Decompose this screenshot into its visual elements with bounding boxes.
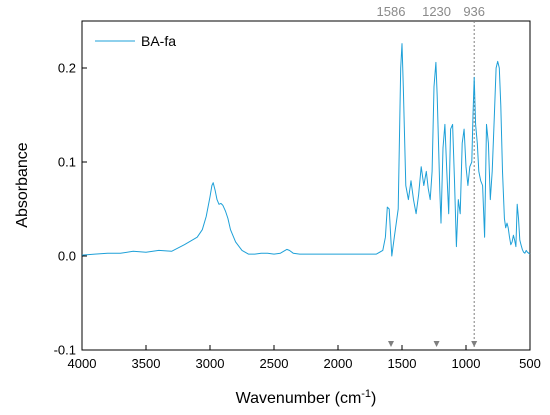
x-tick-label: 4000 (68, 356, 97, 371)
y-axis: -0.1 0.0 0.1 0.2 (54, 61, 87, 358)
series-line-ba-fa (81, 43, 531, 257)
y-tick-label: 0.0 (58, 249, 76, 264)
y-tick-label: 0.1 (58, 155, 76, 170)
y-tick-label: 0.2 (58, 61, 76, 76)
annotation-marker (471, 341, 478, 347)
peak-annotations: 1586 1230 936 (377, 4, 485, 350)
plot-frame (81, 20, 531, 351)
annotation-label: 1586 (377, 4, 406, 19)
x-tick-label: 1000 (452, 356, 481, 371)
x-tick-label: 3000 (196, 356, 225, 371)
x-tick-label: 1500 (388, 356, 417, 371)
legend-label: BA-fa (141, 33, 176, 49)
y-tick-label: -0.1 (54, 343, 76, 358)
x-axis: 4000 3500 3000 2500 2000 1500 1000 500 (68, 345, 541, 371)
y-axis-title: Absorbance (14, 142, 31, 227)
x-tick-label: 2000 (324, 356, 353, 371)
annotation-marker (387, 341, 394, 347)
x-tick-label: 2500 (260, 356, 289, 371)
x-tick-label: 3500 (132, 356, 161, 371)
annotation-marker (433, 341, 440, 347)
x-axis-title: Wavenumber (cm-1) (236, 388, 377, 407)
annotation-label: 936 (463, 4, 485, 19)
x-tick-label: 500 (519, 356, 541, 371)
annotation-label: 1230 (422, 4, 451, 19)
legend: BA-fa (95, 33, 176, 49)
